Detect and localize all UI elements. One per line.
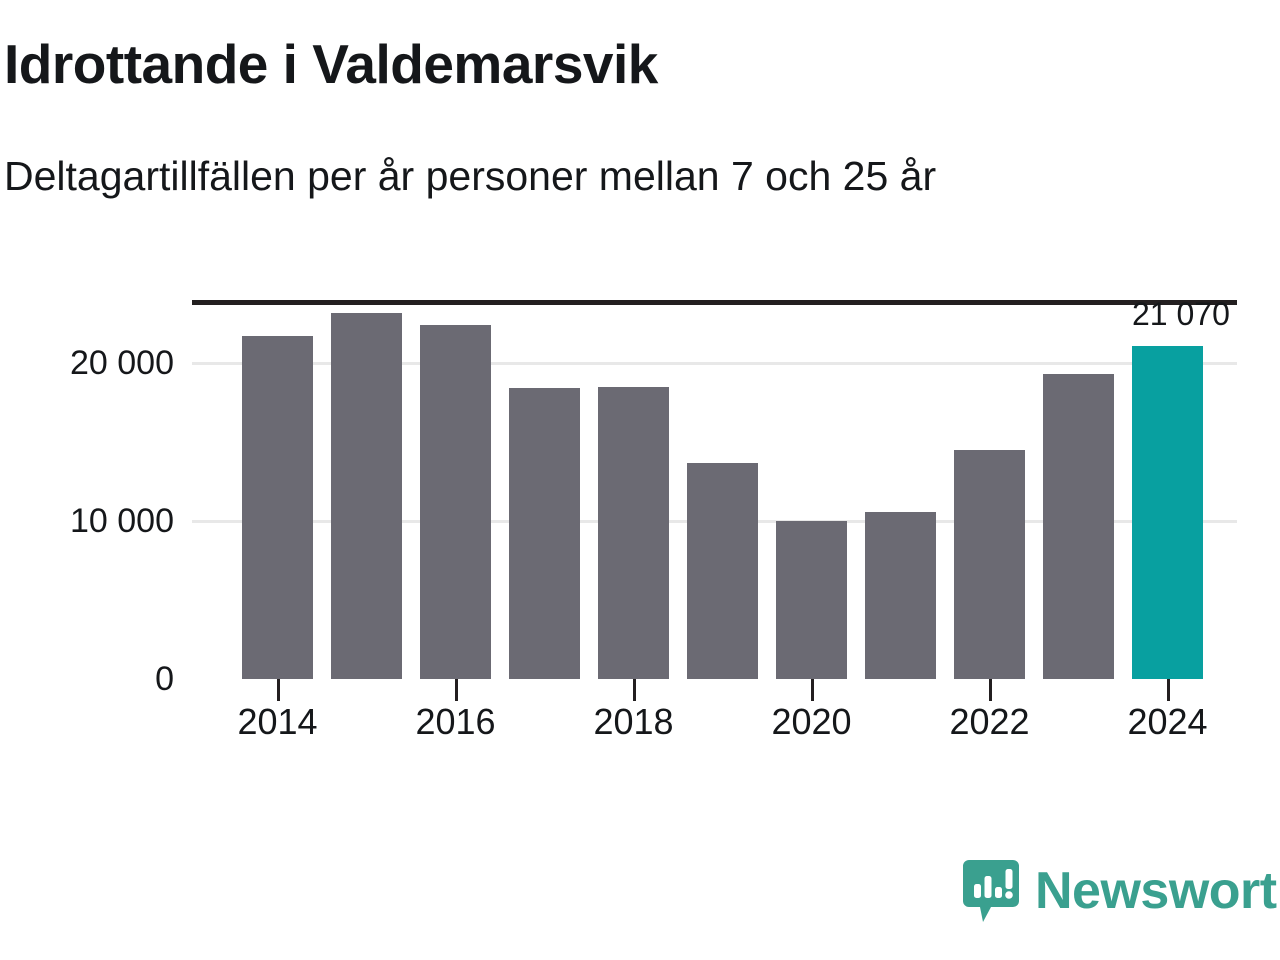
x-axis-tick-2014: [276, 679, 280, 701]
x-axis-tick-2020: [810, 679, 814, 701]
x-axis-label-2020: 2020: [771, 701, 852, 742]
bar-value-label-2024: 21 070: [1132, 296, 1230, 333]
x-axis-tick-2022: [988, 679, 992, 701]
bar-series: [192, 300, 1237, 679]
x-axis-label-2022: 2022: [949, 701, 1030, 742]
bar-2022[interactable]: [954, 450, 1025, 679]
newsworthy-logo: Newsworthy: [963, 860, 1280, 922]
y-axis-label-20000: 20 000: [70, 344, 174, 383]
y-axis-label-0: 0: [155, 660, 174, 698]
bar-2024[interactable]: [1132, 346, 1203, 679]
bar-2014[interactable]: [242, 336, 313, 679]
x-axis-label-2016: 2016: [415, 701, 496, 742]
bar-2020[interactable]: [776, 521, 847, 679]
bar-2015[interactable]: [331, 312, 402, 679]
x-axis-label-2024: 2024: [1127, 701, 1208, 742]
bar-2021[interactable]: [865, 512, 936, 679]
bar-2023[interactable]: [1043, 374, 1114, 679]
x-axis-line: [192, 300, 1237, 305]
bar-chart: 0 10 000 20 000 2014 2016 2018 2020 2022 2024…: [70, 296, 1237, 742]
page-subtitle: Deltagartillfällen per år personer mella…: [4, 153, 937, 199]
bar-2018[interactable]: [598, 386, 669, 679]
x-axis-label-2018: 2018: [593, 701, 674, 742]
newsworthy-wordmark: Newsworthy: [1035, 862, 1280, 920]
x-axis-label-2014: 2014: [237, 701, 318, 742]
newsworthy-bubble-chart-icon: [963, 860, 1019, 922]
x-axis-tick-2016: [454, 679, 458, 701]
y-axis-label-10000: 10 000: [70, 502, 174, 541]
gridline-20000: [192, 362, 1237, 366]
bar-2016[interactable]: [420, 325, 491, 679]
bar-2017[interactable]: [509, 388, 580, 679]
bar-2019[interactable]: [687, 462, 758, 679]
x-axis-tick-2024: [1166, 679, 1170, 701]
x-axis-tick-2018: [632, 679, 636, 701]
plot-area: [192, 300, 1237, 679]
page-title: Idrottande i Valdemarsvik: [4, 33, 658, 95]
